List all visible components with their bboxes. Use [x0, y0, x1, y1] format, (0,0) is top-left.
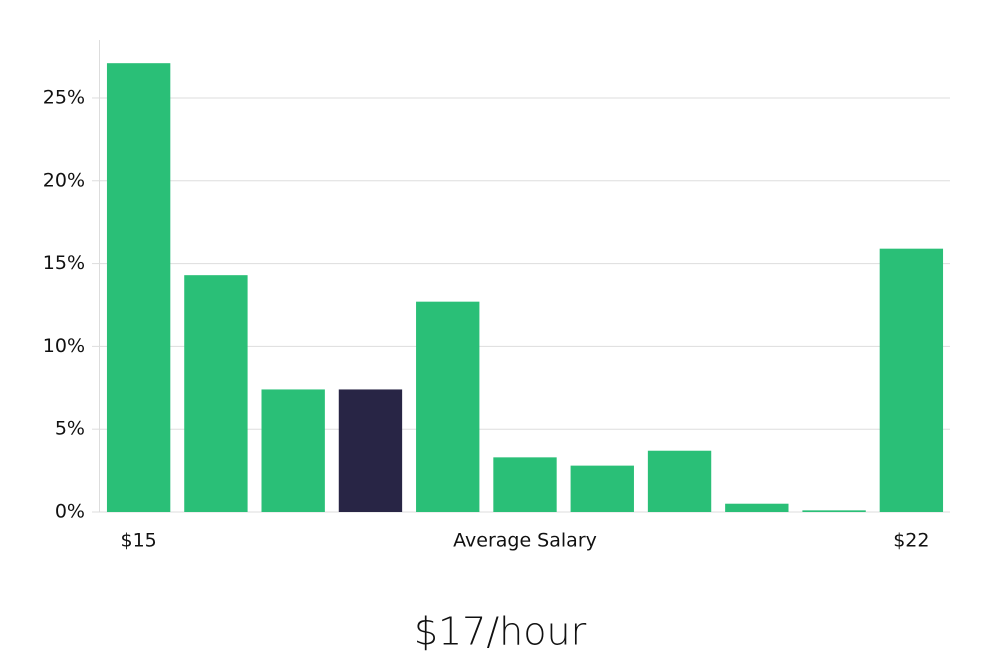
bar [879, 248, 944, 512]
y-tick-label: 15% [43, 252, 85, 274]
y-tick-label: 0% [55, 501, 85, 523]
caption: $17/hour [414, 610, 587, 654]
bar [261, 389, 325, 512]
bar [725, 503, 789, 512]
y-tick-label: 20% [43, 169, 85, 191]
bar [647, 450, 712, 512]
x-tick-label: $15 [121, 530, 157, 552]
bar [493, 457, 557, 512]
bar [570, 465, 634, 512]
bar [338, 389, 403, 512]
bar [106, 63, 171, 512]
y-tick-label: 5% [55, 418, 85, 440]
x-axis-label: Average Salary [453, 530, 597, 552]
x-tick-label: $22 [893, 530, 929, 552]
bar [416, 301, 480, 512]
y-tick-label: 25% [43, 86, 85, 108]
bar [802, 510, 866, 512]
bar [184, 275, 248, 512]
y-tick-label: 10% [43, 335, 85, 357]
